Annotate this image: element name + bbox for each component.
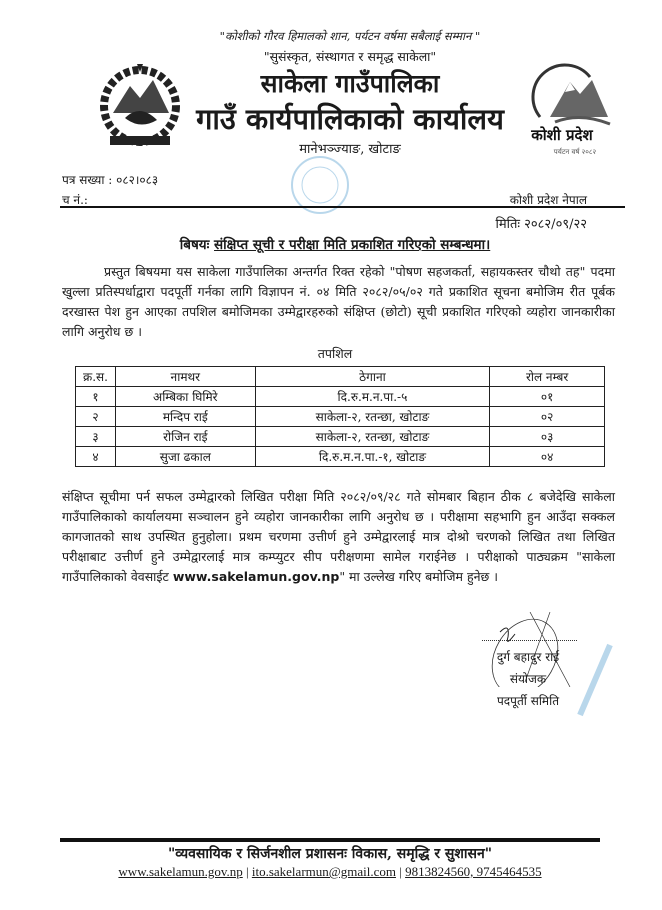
signatory-name: दुर्ग बहादुर राई (496, 650, 560, 664)
table-row: ३ रोजिन राई साकेला-२, रतन्छा, खोटाङ ०३ (75, 426, 605, 447)
footer-contact: www.sakelamun.gov.np | ito.sakelarmun@gm… (118, 864, 542, 879)
cell-roll: ०१ (489, 386, 605, 407)
office-subtitle: गाउँ कार्यपालिकाको कार्यालय (196, 102, 504, 136)
header-divider (60, 206, 625, 208)
cell-sn: ३ (75, 426, 116, 447)
cell-address: साकेला-२, रतन्छा, खोटाङ (254, 426, 491, 447)
website-link[interactable]: www.sakelamun.gov.np (172, 569, 340, 584)
cell-name: मन्दिप राई (114, 406, 256, 427)
province-label: कोशी प्रदेश नेपाल (509, 193, 587, 207)
signatory-role: संयोजक (509, 672, 547, 686)
cell-address: दि.रु.म.न.पा.-५ (254, 386, 491, 407)
body-paragraph-1: प्रस्तुत बिषयमा यस साकेला गाउँपालिका अन्… (62, 264, 615, 339)
cell-name: अम्बिका घिमिरे (114, 386, 256, 407)
footer-email[interactable]: ito.sakelarmun@gmail.com (251, 864, 396, 879)
koshi-logo-text: कोशी प्रदेश (530, 126, 593, 144)
office-title: साकेला गाउँपालिका (260, 69, 440, 98)
office-stamp-icon (291, 156, 349, 214)
cell-name: रोजिन राई (114, 426, 256, 447)
subject-text: संक्षिप्त सूची र परीक्षा मिति प्रकाशित ग… (214, 237, 491, 253)
header-roll: रोल नम्बर (489, 366, 605, 387)
table-caption: तपशिल (317, 346, 353, 361)
paragraph-2-text: संक्षिप्त सूचीमा पर्न सफल उम्मेद्वारको ल… (62, 489, 615, 584)
table-row: १ अम्बिका घिमिरे दि.रु.म.न.पा.-५ ०१ (75, 386, 605, 407)
header-name: नामथर (114, 366, 256, 387)
cell-roll: ०३ (489, 426, 605, 447)
subject-line: बिषयः संक्षिप्त सूची र परीक्षा मिति प्रक… (60, 235, 610, 253)
footer-slogan: "व्यवसायिक र सिर्जनशील प्रशासनः विकास, स… (167, 846, 493, 862)
footer-divider (60, 838, 600, 842)
cell-roll: ०४ (489, 446, 605, 467)
office-address: मानेभञ्ज्याङ, खोटाङ (299, 142, 401, 157)
footer-website[interactable]: www.sakelamun.gov.np (118, 864, 243, 879)
paragraph-2-end: " मा उल्लेख गरिए बमोजिम हुनेछ । (339, 569, 499, 584)
cell-sn: ४ (75, 446, 116, 467)
signatory-committee: पदपूर्ती समिति (496, 694, 560, 708)
nepal-emblem-icon (100, 64, 180, 146)
cell-name: सुजा ढकाल (114, 446, 256, 467)
header-address: ठेगाना (254, 366, 491, 387)
footer-phones: 9813824560, 9745464535 (405, 864, 542, 879)
reference-number: पत्र सख्या : ०८२।०८३ (62, 173, 159, 187)
signature-icon (491, 612, 571, 687)
header-quote-2: "सुसंस्कृत, संस्थागत र समृद्ध साकेला" (263, 49, 437, 64)
official-seal-icon (577, 643, 613, 717)
header-quote-1: "कोशीको गौरव हिमालको शान, पर्यटन वर्षमा … (219, 29, 481, 43)
cell-address: दि.रु.म.न.पा.-१, खोटाङ (254, 446, 491, 467)
koshi-logo-subtext: पर्यटन वर्ष २०८२ (554, 147, 597, 156)
table-row: २ मन्दिप राई साकेला-२, रतन्छा, खोटाङ ०२ (75, 406, 605, 427)
dispatch-number: च नं.: (62, 193, 88, 207)
body-paragraph-2: संक्षिप्त सूचीमा पर्न सफल उम्मेद्वारको ल… (62, 487, 615, 587)
cell-sn: २ (75, 406, 116, 427)
header-sn: क्र.स. (75, 366, 116, 387)
cell-address: साकेला-२, रतन्छा, खोटाङ (254, 406, 491, 427)
subject-label: बिषयः (179, 237, 210, 253)
koshi-pradesh-logo: कोशी प्रदेश पर्यटन वर्ष २०८२ (530, 63, 611, 156)
candidate-table: क्र.स. नामथर ठेगाना रोल नम्बर १ अम्बिका … (75, 366, 605, 467)
cell-sn: १ (75, 386, 116, 407)
table-row: ४ सुजा ढकाल दि.रु.म.न.पा.-१, खोटाङ ०४ (75, 446, 605, 467)
cell-roll: ०२ (489, 406, 605, 427)
table-header-row: क्र.स. नामथर ठेगाना रोल नम्बर (75, 366, 605, 387)
signature-line (482, 640, 577, 641)
letter-date: मितिः २०८२/०९/२२ (495, 217, 587, 232)
